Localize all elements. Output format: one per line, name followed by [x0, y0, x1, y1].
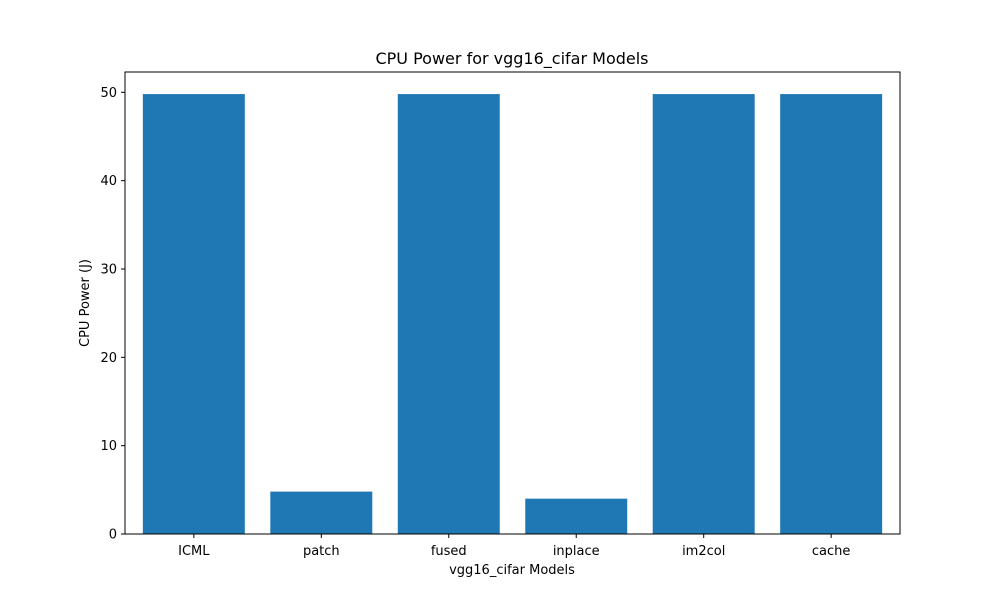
bar-im2col [652, 94, 755, 534]
bar-fused [397, 94, 500, 534]
x-tick-label: inplace [553, 544, 600, 559]
x-axis: ICML patch fused inplace im2col cache [178, 534, 850, 559]
y-tick-label: 0 [109, 528, 117, 543]
chart-title: CPU Power for vgg16_cifar Models [375, 49, 648, 69]
y-tick-label: 40 [100, 174, 117, 189]
y-tick-label: 20 [100, 351, 117, 366]
bar-inplace [525, 498, 628, 534]
y-tick-label: 50 [100, 86, 117, 101]
x-tick-label: im2col [682, 544, 725, 559]
y-axis: 0 10 20 30 40 50 [100, 86, 125, 543]
x-tick-label: patch [303, 544, 340, 559]
bar-cache [780, 94, 883, 534]
x-tick-label: cache [812, 544, 851, 559]
y-tick-label: 10 [100, 439, 117, 454]
bar-icml [142, 94, 245, 534]
x-tick-label: fused [431, 544, 467, 559]
x-tick-label: ICML [178, 544, 210, 559]
plot-frame [124, 71, 901, 535]
bar-patch [270, 491, 373, 534]
y-tick-label: 30 [100, 262, 117, 277]
y-axis-label: CPU Power (J) [78, 259, 93, 347]
bars-group [142, 94, 883, 534]
x-axis-label: vgg16_cifar Models [449, 563, 575, 578]
